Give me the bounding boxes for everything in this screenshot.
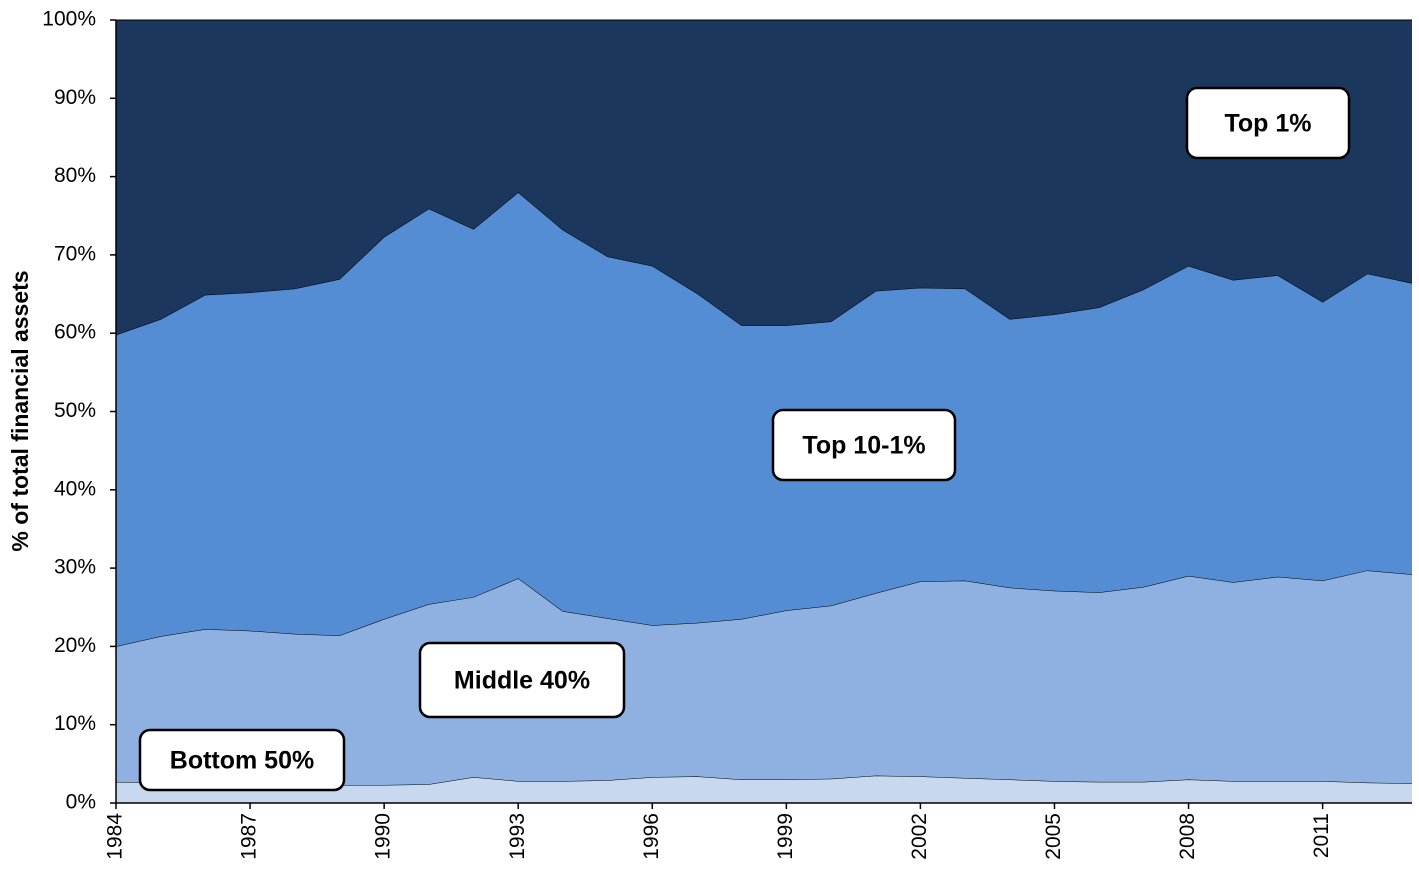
x-tick-label: 1990	[372, 813, 395, 860]
y-tick-label: 100%	[42, 8, 96, 31]
series-label: Bottom 50%	[170, 747, 314, 775]
x-tick-label: 1999	[774, 813, 797, 860]
y-tick-label: 80%	[54, 164, 96, 187]
y-tick-label: 40%	[54, 477, 96, 500]
label-box	[1185, 86, 1351, 160]
x-tick-label: 2011	[1310, 813, 1333, 858]
series-labels: Bottom 50% Middle 40% Top 10-1% Top 1%	[138, 86, 1351, 792]
axes: 0% 10% 20% 30% 40% 50% 60% 70% 80% 90% 100% 1984 198…	[42, 8, 1412, 860]
series-label: Top 10-1%	[802, 432, 925, 460]
x-tick-label: 1993	[506, 813, 529, 860]
label-box	[771, 408, 957, 482]
x-tick-label: 1984	[104, 813, 127, 860]
y-tick-label: 90%	[54, 86, 96, 109]
series-label: Top 1%	[1224, 110, 1311, 138]
y-tick-label: 0%	[66, 791, 96, 814]
y-tick-label: 70%	[54, 242, 96, 265]
y-tick-label: 10%	[54, 712, 96, 735]
area-fill	[116, 775, 1412, 803]
y-axis-title: % of total financial assets	[7, 270, 33, 551]
plot-area	[115, 19, 1413, 803]
label-box	[138, 728, 346, 792]
area-fill	[116, 20, 1412, 335]
series-label: Middle 40%	[454, 667, 590, 695]
area-fill	[116, 192, 1412, 647]
x-tick-label: 1987	[238, 813, 261, 860]
area-fill	[116, 570, 1412, 785]
y-tick-label: 20%	[54, 634, 96, 657]
y-tick-label: 30%	[54, 556, 96, 579]
x-tick-label: 2005	[1042, 813, 1065, 860]
x-tick-label: 2002	[908, 813, 931, 860]
label-box	[418, 641, 626, 719]
y-tick-label: 60%	[54, 321, 96, 344]
x-tick-label: 2008	[1176, 813, 1199, 860]
x-tick-label: 1996	[640, 813, 663, 860]
y-tick-label: 50%	[54, 399, 96, 422]
